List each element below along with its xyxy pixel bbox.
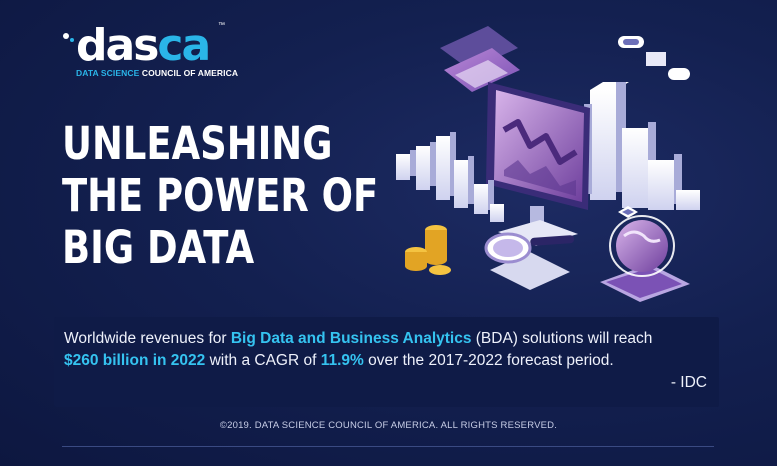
stat-text-2: (BDA) solutions will reach <box>471 330 653 347</box>
left-bar-blocks <box>396 132 504 222</box>
coins-icon <box>405 225 451 275</box>
globe-icon <box>600 215 690 302</box>
stat-highlight-revenue: $260 billion in 2022 <box>64 352 206 369</box>
logo-subtitle: DATA SCIENCE COUNCIL OF AMERICA <box>76 68 239 78</box>
stat-highlight-bda: Big Data and Business Analytics <box>230 330 472 347</box>
headline-line-3: BIG DATA <box>62 221 255 274</box>
magnifier-icon <box>484 232 575 290</box>
card-icon <box>440 26 520 92</box>
stat-text-3: with a CAGR of <box>205 352 321 369</box>
logo-dots-icon <box>63 33 74 42</box>
headline-line-1: UNLEASHING <box>62 117 333 170</box>
logo-wordmark: dasca <box>76 20 211 71</box>
monitor-chart-icon <box>486 82 590 246</box>
stat-source: - IDC <box>670 374 707 391</box>
headline: UNLEASHING THE POWER OF BIG DATA <box>62 118 378 274</box>
stat-highlight-cagr: 11.9% <box>320 352 364 369</box>
footer-divider <box>62 446 714 447</box>
copyright-footer: ©2019. DATA SCIENCE COUNCIL OF AMERICA. … <box>219 420 558 431</box>
headline-line-2: THE POWER OF <box>62 169 379 222</box>
big-data-illustration <box>396 26 700 302</box>
stat-text-1: Worldwide revenues for <box>64 330 231 347</box>
dasca-logo: dasca ™ DATA SCIENCE COUNCIL OF AMERICA <box>62 20 252 84</box>
logo-trademark: ™ <box>218 22 225 29</box>
statistic-text: Worldwide revenues for Big Data and Busi… <box>64 328 714 372</box>
statistic-panel: Worldwide revenues for Big Data and Busi… <box>54 317 719 407</box>
stat-text-4: over the 2017-2022 forecast period. <box>363 352 614 369</box>
